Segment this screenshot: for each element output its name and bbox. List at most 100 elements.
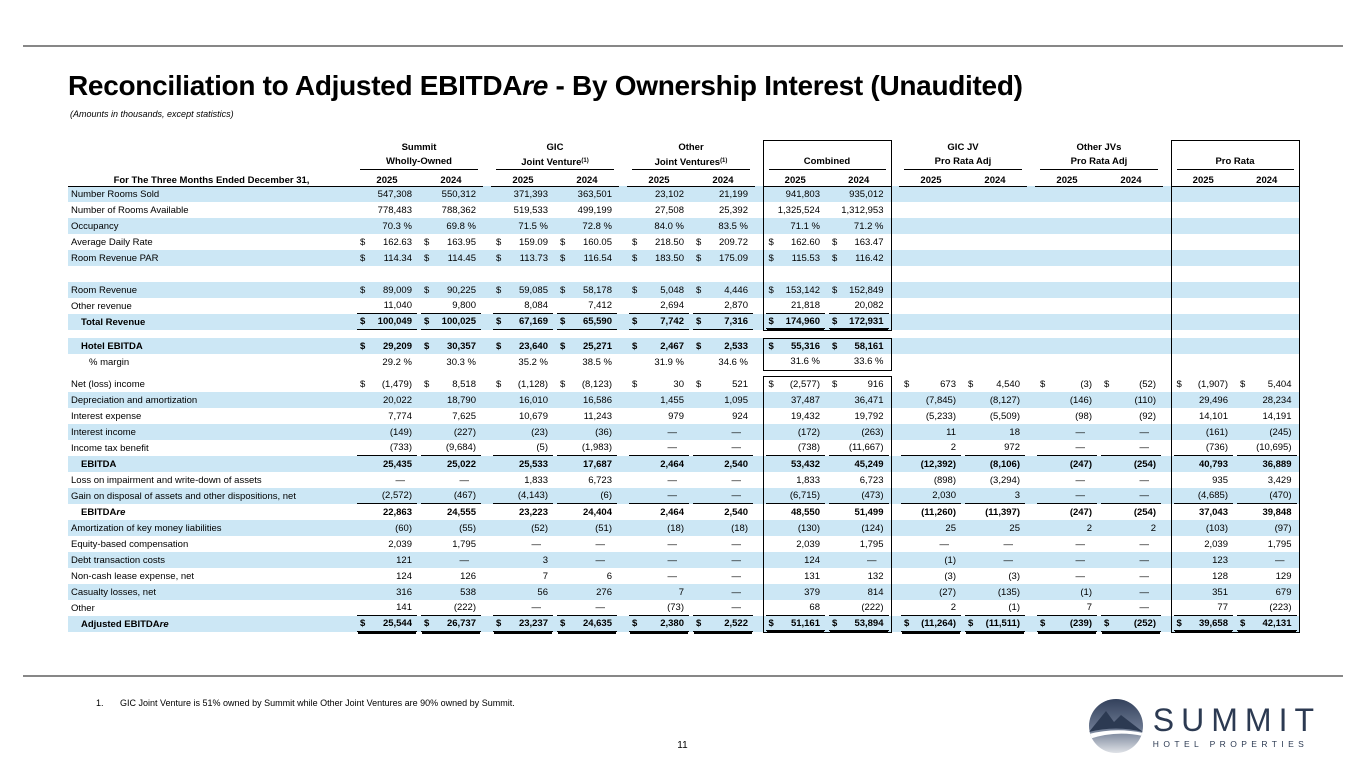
- table-cell: 17,687: [555, 456, 619, 472]
- table-cell: 56: [491, 584, 555, 600]
- spacer: [483, 472, 491, 488]
- table-row: Other 141 (222) — — (73) —68 (222) 2 (1) 7—77 (223): [68, 600, 1300, 616]
- table-cell: $521: [696, 378, 748, 390]
- spacer: [755, 552, 763, 568]
- table-cell: 814: [827, 584, 892, 600]
- table-cell: [1035, 354, 1099, 370]
- spacer: [1163, 600, 1171, 616]
- table-cell: $ (2,577): [762, 375, 827, 392]
- spacer: [891, 376, 899, 392]
- spacer: [891, 424, 899, 440]
- row-label: Debt transaction costs: [68, 552, 355, 568]
- table-cell: [1099, 314, 1163, 330]
- table-cell: —: [691, 584, 755, 600]
- spacer: [1163, 186, 1171, 202]
- table-cell: (3): [1008, 570, 1020, 582]
- table-cell: $ (1,128): [496, 378, 548, 390]
- table-cell: —: [627, 488, 691, 504]
- table-row: Other revenue 11,040 9,800 8,084 7,412 2,694 2…: [68, 298, 1300, 314]
- table-cell: 14,191: [1235, 408, 1300, 424]
- table-cell: 36,471: [827, 392, 892, 408]
- table-cell: [1170, 234, 1235, 250]
- spacer: [1163, 314, 1171, 330]
- table-cell: 935: [1170, 472, 1235, 488]
- spacer: [891, 520, 899, 536]
- table-cell: [627, 330, 691, 338]
- spacer: [1027, 282, 1035, 298]
- row-label: Adjusted EBITDAre: [68, 616, 355, 632]
- table-cell: 11: [899, 424, 963, 440]
- table-cell: (103): [1170, 520, 1235, 536]
- table-cell: $26,737: [419, 616, 483, 632]
- spacer: [755, 298, 763, 314]
- spacer: [483, 456, 491, 472]
- row-label: Hotel EBITDA: [68, 338, 355, 354]
- table-cell: $4,540: [968, 378, 1020, 390]
- table-cell: 35.2 %: [518, 356, 548, 368]
- spacer: [1027, 354, 1035, 370]
- table-cell: 71.5 %: [491, 218, 555, 234]
- spacer: [755, 424, 763, 440]
- table-cell: —: [667, 474, 678, 486]
- table-cell: $175.09: [691, 250, 755, 266]
- table-cell: $209.72: [696, 236, 748, 248]
- table-cell: $58,178: [555, 282, 619, 298]
- spacer: [483, 568, 491, 584]
- table-cell: 7: [1035, 600, 1099, 616]
- table-cell: —: [555, 552, 619, 568]
- table-cell: [1035, 330, 1099, 338]
- table-cell: [1235, 314, 1300, 330]
- table-row: Depreciation and amortization 20,022 18,79…: [68, 392, 1300, 408]
- table-row: Room Revenue PAR $114.34 $114.45 $113.73 $11…: [68, 250, 1300, 266]
- table-cell: —: [667, 570, 678, 582]
- table-cell: 1,795: [452, 538, 476, 550]
- table-cell: [963, 330, 1027, 338]
- spacer: [619, 266, 627, 282]
- table-cell: 2,039: [762, 536, 827, 552]
- row-label: [68, 330, 355, 338]
- table-cell: $2,467: [627, 338, 691, 354]
- table-cell: [827, 266, 892, 282]
- spacer: [755, 376, 763, 392]
- table-cell: (3): [944, 570, 956, 582]
- table-cell: (4,143): [491, 488, 555, 504]
- spacer: [619, 202, 627, 218]
- table-cell: [899, 282, 963, 298]
- table-cell: [691, 370, 755, 376]
- table-cell: 519,533: [513, 204, 548, 216]
- spacer: [1027, 186, 1035, 202]
- table-cell: (55): [419, 520, 483, 536]
- table-cell: 29,496: [1170, 392, 1235, 408]
- spacer: [1163, 504, 1171, 520]
- table-row: % margin 29.2 % 30.3 % 35.2 % 38.5 % 31.9 % 34…: [68, 354, 1300, 371]
- spacer: [619, 370, 627, 376]
- spacer: [483, 266, 491, 282]
- table-cell: —: [691, 552, 755, 568]
- table-cell: [899, 218, 963, 234]
- table-cell: [1170, 354, 1235, 370]
- table-cell: 1,833: [524, 474, 548, 486]
- spacer: [1163, 170, 1171, 186]
- table-cell: 7: [542, 570, 548, 582]
- table-cell: $ (3): [1040, 378, 1092, 390]
- row-label: Depreciation and amortization: [68, 392, 355, 408]
- spacer: [483, 218, 491, 234]
- spacer: [891, 552, 899, 568]
- spacer: [619, 392, 627, 408]
- year-header: 2024: [1235, 170, 1300, 187]
- table-cell: (2,572): [355, 488, 419, 504]
- table-cell: 2,464: [660, 506, 684, 518]
- table-cell: (6,715): [762, 488, 827, 504]
- table-cell: [1035, 314, 1099, 330]
- table-cell: (898): [933, 474, 956, 486]
- table-cell: $65,590: [555, 314, 619, 330]
- table-cell: $30,357: [419, 338, 483, 354]
- table-cell: —: [1035, 552, 1099, 568]
- table-cell: $ (239): [1035, 616, 1099, 632]
- table-cell: $152,849: [827, 282, 892, 298]
- spacer: [483, 392, 491, 408]
- spacer: [891, 488, 899, 504]
- table-cell: $2,380: [627, 616, 691, 632]
- table-cell: (1): [1035, 584, 1099, 600]
- spacer: [483, 536, 491, 552]
